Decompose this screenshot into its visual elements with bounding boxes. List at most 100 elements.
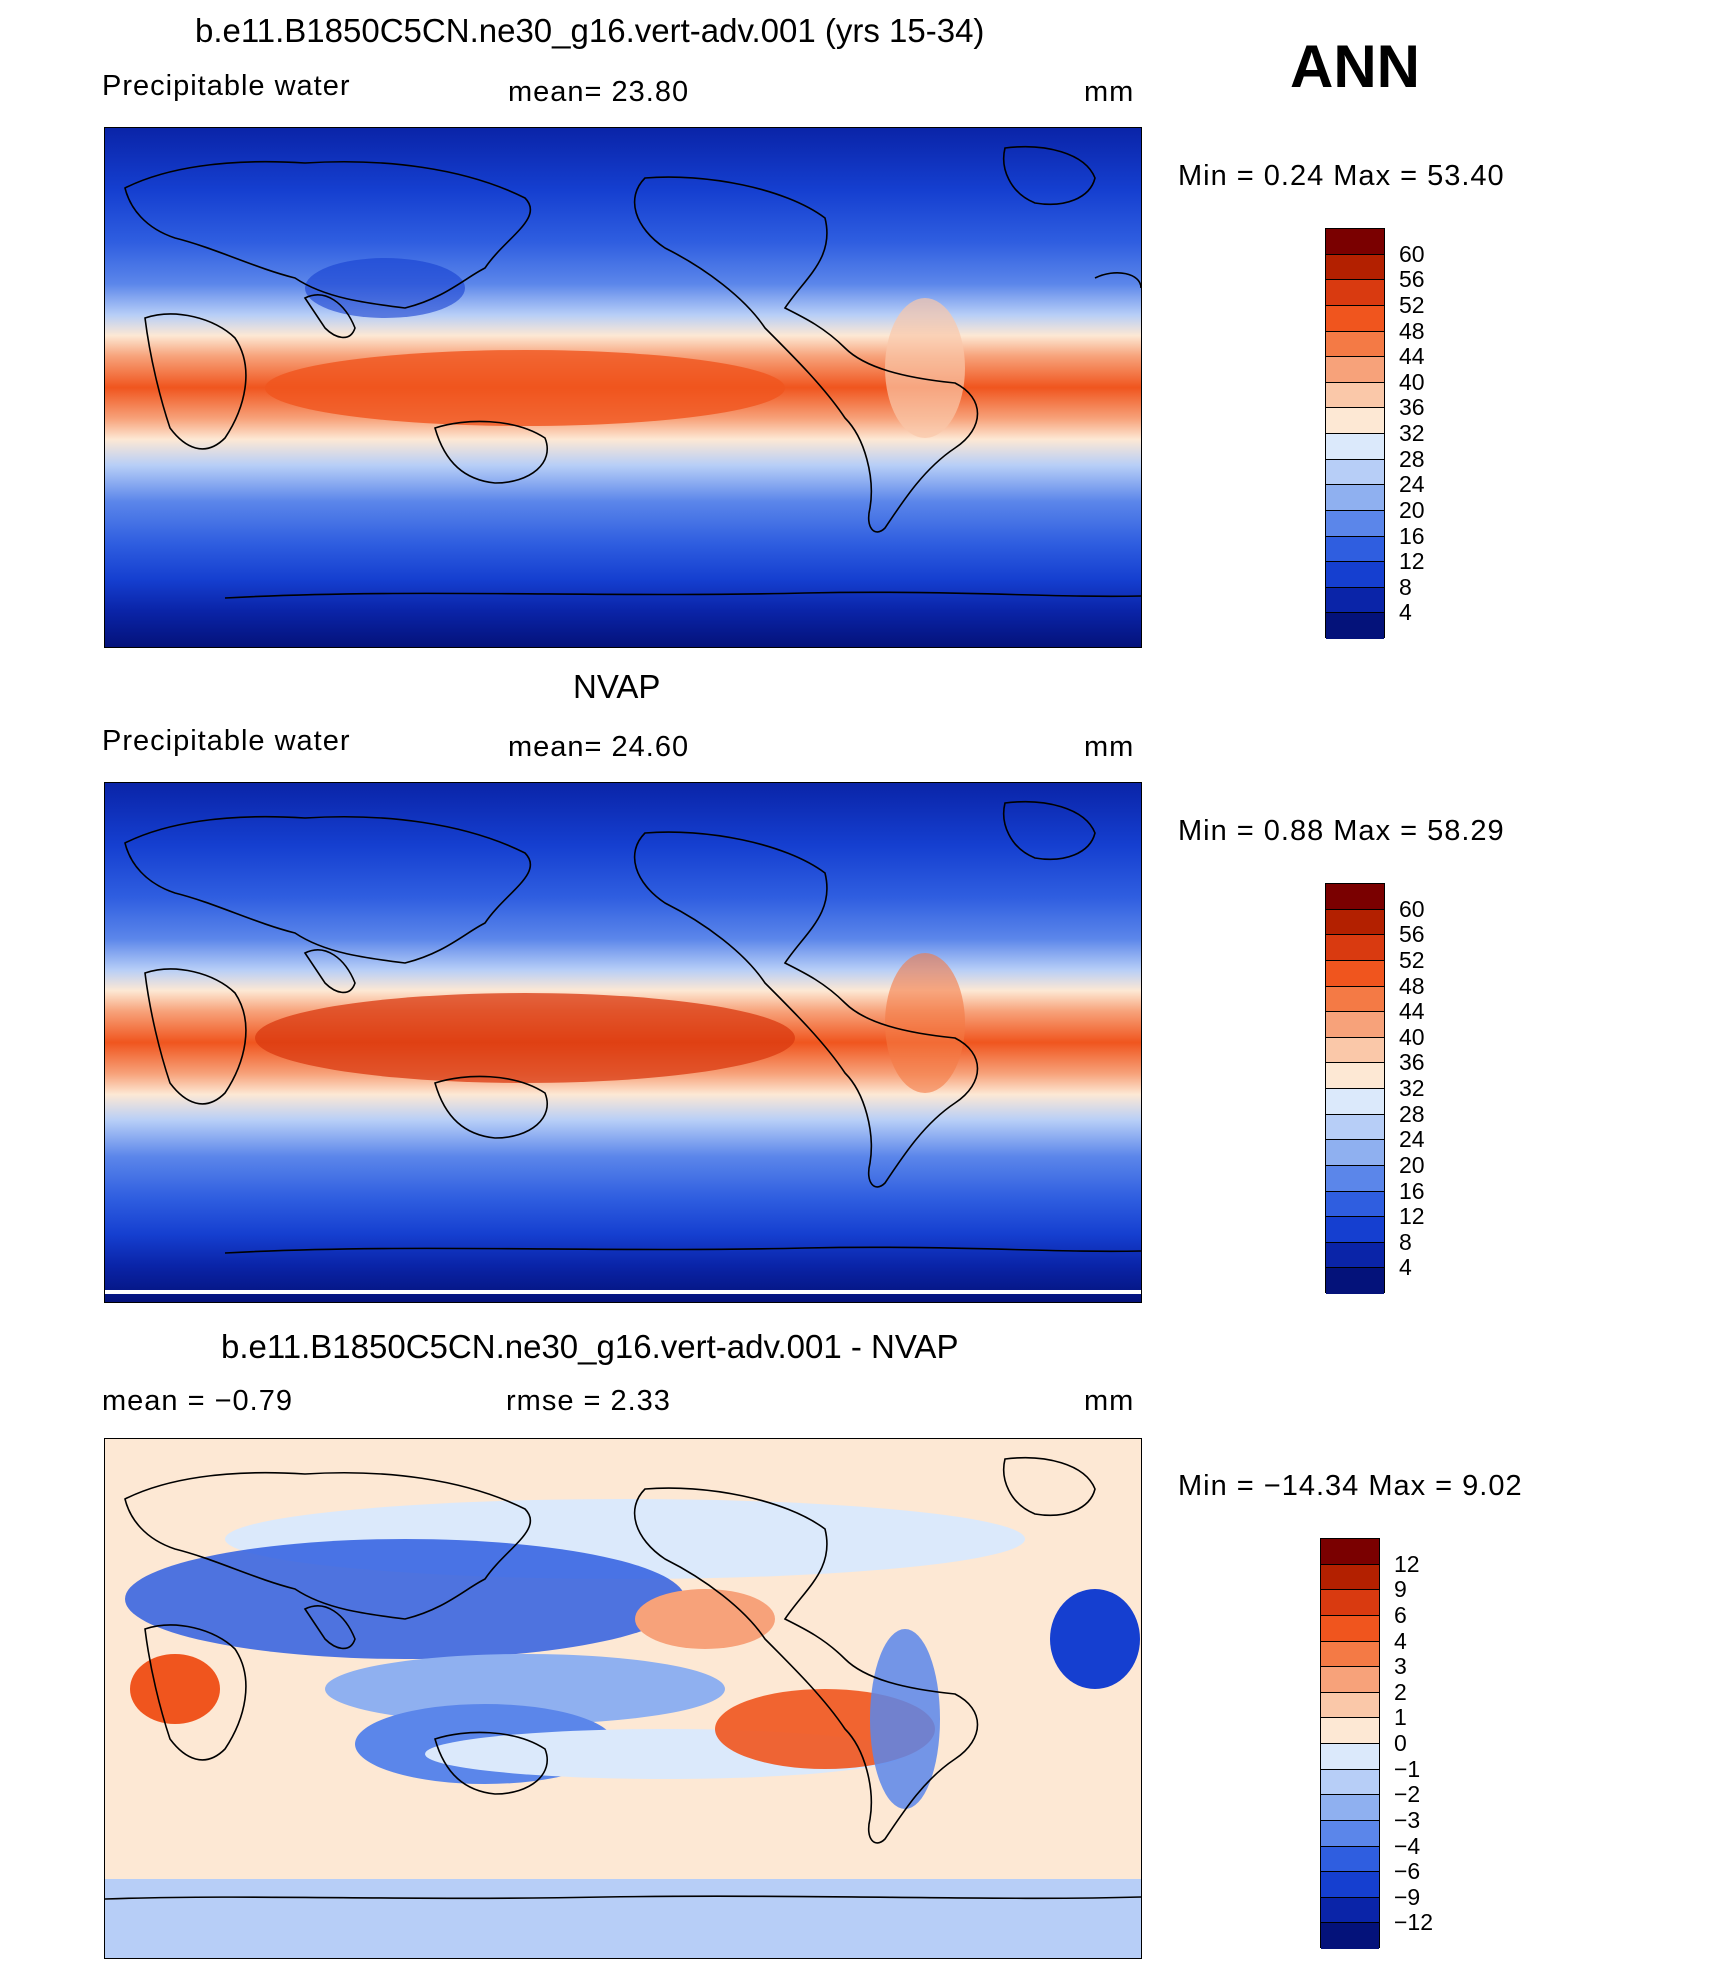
colorbar-tick-label: −3 [1394, 1806, 1421, 1833]
colorbar-swatch [1321, 1872, 1379, 1898]
colorbar-swatch [1326, 1089, 1384, 1115]
panel2-units: mm [1084, 731, 1135, 763]
colorbar-swatch [1321, 1897, 1379, 1924]
colorbar-tick-label: 2 [1394, 1678, 1407, 1705]
panel1-colorbar [1325, 228, 1385, 639]
panel1-mean: mean= 23.80 [508, 76, 690, 108]
colorbar-tick-label: 52 [1399, 946, 1425, 973]
colorbar-swatch [1321, 1795, 1379, 1821]
colorbar-swatch [1321, 1539, 1379, 1565]
panel2-variable: Precipitable water [102, 725, 351, 757]
colorbar-tick-label: −2 [1394, 1781, 1421, 1808]
colorbar-tick-label: −12 [1394, 1909, 1434, 1936]
colorbar-tick-label: 32 [1399, 1075, 1425, 1101]
panel1-map-field [105, 128, 1141, 647]
colorbar-swatch [1321, 1590, 1379, 1616]
colorbar-tick-label: 48 [1399, 972, 1425, 999]
colorbar-swatch [1326, 485, 1384, 511]
colorbar-tick-label: 44 [1399, 343, 1425, 370]
colorbar-tick-label: 3 [1394, 1653, 1407, 1680]
colorbar-swatch [1321, 1667, 1379, 1693]
colorbar-tick-label: 36 [1399, 394, 1425, 421]
colorbar-swatch [1326, 613, 1384, 639]
colorbar-tick-label: 28 [1399, 445, 1425, 472]
colorbar-swatch [1326, 382, 1384, 409]
colorbar-tick-label: 28 [1399, 1100, 1425, 1127]
colorbar-swatch [1326, 986, 1384, 1013]
colorbar-tick-label: 12 [1394, 1550, 1420, 1577]
panel2-map [104, 782, 1142, 1303]
colorbar-tick-label: −4 [1394, 1832, 1421, 1859]
colorbar-swatch [1326, 1217, 1384, 1243]
colorbar-swatch [1326, 1063, 1384, 1089]
colorbar-swatch [1321, 1718, 1379, 1744]
colorbar-swatch [1326, 1140, 1384, 1166]
colorbar-swatch [1326, 510, 1384, 537]
colorbar-swatch [1326, 1268, 1384, 1294]
colorbar-tick-label: 56 [1399, 921, 1425, 948]
panel3-minmax: Min = −14.34 Max = 9.02 [1178, 1470, 1523, 1502]
colorbar-tick-label: 40 [1399, 368, 1425, 395]
colorbar-swatch [1326, 1114, 1384, 1141]
panel2-minmax: Min = 0.88 Max = 58.29 [1178, 815, 1505, 847]
colorbar-swatch [1326, 1242, 1384, 1269]
season-label: ANN [1290, 33, 1420, 100]
panel1-variable: Precipitable water [102, 70, 351, 102]
colorbar-tick-label: 9 [1394, 1576, 1407, 1603]
colorbar-tick-label: 48 [1399, 317, 1425, 344]
colorbar-swatch [1321, 1744, 1379, 1770]
colorbar-swatch [1326, 459, 1384, 486]
colorbar-swatch [1321, 1564, 1379, 1591]
colorbar-tick-label: −9 [1394, 1883, 1421, 1910]
panel3-title: b.e11.B1850C5CN.ne30_g16.vert-adv.001 - … [221, 1328, 959, 1365]
panel3-rmse: rmse = 2.33 [506, 1385, 671, 1417]
colorbar-tick-label: 44 [1399, 998, 1425, 1025]
panel2-colorbar [1325, 883, 1385, 1294]
colorbar-swatch [1326, 305, 1384, 332]
colorbar-swatch [1326, 935, 1384, 961]
colorbar-swatch [1326, 331, 1384, 358]
panel1-minmax: Min = 0.24 Max = 53.40 [1178, 160, 1505, 192]
colorbar-tick-label: 20 [1399, 1151, 1425, 1178]
colorbar-swatch [1326, 536, 1384, 563]
colorbar-tick-label: 60 [1399, 895, 1425, 922]
colorbar-swatch [1326, 434, 1384, 460]
panel3-map-field [105, 1439, 1141, 1958]
panel3-colorbar [1320, 1538, 1380, 1949]
panel3-mean: mean = −0.79 [102, 1385, 293, 1417]
panel2-mean: mean= 24.60 [508, 731, 690, 763]
colorbar-swatch [1326, 1191, 1384, 1218]
colorbar-swatch [1326, 960, 1384, 987]
colorbar-swatch [1321, 1820, 1379, 1847]
colorbar-tick-label: 4 [1399, 599, 1412, 626]
colorbar-tick-label: 0 [1394, 1730, 1407, 1756]
colorbar-tick-label: 4 [1394, 1627, 1407, 1654]
colorbar-tick-label: 24 [1399, 471, 1425, 498]
colorbar-tick-label: 8 [1399, 573, 1412, 600]
colorbar-swatch [1321, 1641, 1379, 1668]
colorbar-swatch [1321, 1769, 1379, 1796]
colorbar-swatch [1326, 1012, 1384, 1038]
panel1-title: b.e11.B1850C5CN.ne30_g16.vert-adv.001 (y… [195, 12, 985, 49]
colorbar-tick-label: 20 [1399, 496, 1425, 523]
colorbar-swatch [1321, 1846, 1379, 1873]
colorbar-tick-label: −1 [1394, 1755, 1421, 1782]
colorbar-swatch [1321, 1923, 1379, 1949]
colorbar-tick-label: 12 [1399, 548, 1425, 575]
panel1-map [104, 127, 1142, 648]
colorbar-tick-label: 36 [1399, 1049, 1425, 1076]
colorbar-swatch [1326, 254, 1384, 281]
colorbar-tick-label: 6 [1394, 1601, 1407, 1628]
colorbar-tick-label: 32 [1399, 420, 1425, 446]
colorbar-swatch [1326, 562, 1384, 588]
colorbar-tick-label: 24 [1399, 1126, 1425, 1153]
colorbar-tick-label: 52 [1399, 291, 1425, 318]
colorbar-tick-label: 1 [1394, 1704, 1407, 1731]
panel2-map-field [105, 783, 1141, 1302]
panel3-units: mm [1084, 1385, 1135, 1417]
colorbar-swatch [1326, 884, 1384, 910]
colorbar-tick-label: 40 [1399, 1023, 1425, 1050]
colorbar-tick-label: 56 [1399, 266, 1425, 293]
colorbar-swatch [1326, 1037, 1384, 1064]
panel2-title: NVAP [573, 668, 661, 705]
